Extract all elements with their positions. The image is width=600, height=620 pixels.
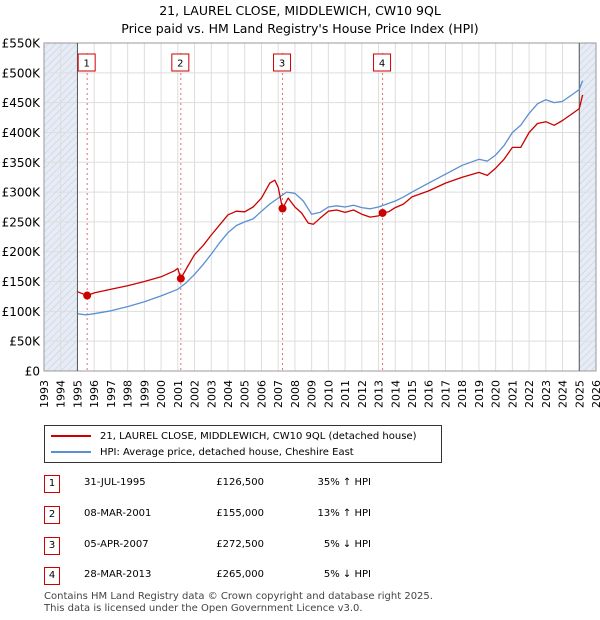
y-tick-label: £50K	[9, 335, 41, 349]
sale-point	[378, 208, 387, 217]
transaction-hpi: 5% ↓ HPI	[323, 569, 371, 580]
x-tick-label: 1999	[138, 380, 151, 408]
transaction-badge: 2	[44, 506, 60, 524]
x-tick-label: 2008	[289, 380, 302, 408]
transaction-hpi: 5% ↓ HPI	[323, 539, 371, 550]
marker-label: 4	[379, 59, 385, 70]
marker-box	[77, 53, 96, 72]
sale-point	[278, 204, 287, 213]
x-tick-label: 2013	[373, 380, 386, 408]
x-tick-label: 2006	[255, 380, 268, 408]
y-tick-label: £350K	[2, 156, 42, 170]
transaction-row: 3 05-APR-2007 £272,500 5% ↓ HPI	[44, 537, 564, 555]
x-tick-label: 2011	[339, 380, 352, 408]
y-tick-label: £200K	[2, 245, 42, 259]
transaction-badge: 3	[44, 537, 60, 555]
y-tick-label: £450K	[2, 96, 42, 110]
marker-box	[373, 53, 392, 72]
x-tick-label: 2007	[272, 380, 285, 408]
transaction-price: £265,000	[216, 569, 264, 580]
transaction-badge: 1	[44, 475, 60, 493]
y-tick-label: £150K	[2, 275, 42, 289]
x-tick-label: 2020	[490, 380, 503, 408]
marker-label: 1	[83, 59, 89, 70]
x-tick-label: 1994	[55, 380, 68, 408]
chart-title: 21, LAUREL CLOSE, MIDDLEWICH, CW10 9QL	[159, 3, 441, 18]
price-chart: 1 2 3 4 £0 £50K £100K £150K £200K £250K £300K £350K…	[2, 37, 600, 409]
x-tick-label: 1996	[88, 380, 101, 408]
x-tick-label: 2009	[306, 380, 319, 408]
chart-legend: 21, LAUREL CLOSE, MIDDLEWICH, CW10 9QL (…	[44, 425, 442, 463]
transaction-hpi: 13% ↑ HPI	[317, 508, 371, 519]
property-price-line	[77, 94, 584, 297]
x-tick-label: 2019	[473, 380, 486, 408]
marker-label: 2	[177, 59, 183, 70]
x-tick-label: 1998	[122, 380, 135, 408]
y-tick-label: £100K	[2, 305, 42, 319]
sale-point	[176, 274, 185, 283]
footer-copyright: Contains HM Land Registry data © Crown c…	[44, 591, 433, 602]
x-tick-label: 2016	[423, 380, 436, 408]
y-tick-label: £500K	[2, 66, 42, 80]
y-tick-label: £300K	[2, 186, 42, 200]
x-tick-label: 2023	[540, 380, 553, 408]
transaction-price: £126,500	[216, 477, 264, 488]
legend-swatch-property	[51, 435, 91, 437]
transaction-date: 28-MAR-2013	[84, 569, 152, 580]
legend-item-hpi: HPI: Average price, detached house, Ches…	[51, 444, 354, 460]
x-tick-label: 2015	[406, 380, 419, 408]
x-tick-label: 2001	[172, 380, 185, 408]
x-tick-label: 2024	[557, 380, 570, 408]
legend-label-hpi: HPI: Average price, detached house, Ches…	[100, 446, 354, 458]
transaction-hpi: 35% ↑ HPI	[317, 477, 371, 488]
plot-border	[43, 42, 597, 372]
x-tick-label: 1995	[71, 380, 84, 408]
y-tick-label: £0	[25, 365, 40, 379]
x-tick-label: 2000	[155, 380, 168, 408]
x-tick-label: 2017	[439, 380, 452, 408]
x-tick-label: 2018	[456, 380, 469, 408]
legend-swatch-hpi	[51, 451, 91, 453]
transaction-badge: 4	[44, 567, 60, 585]
x-tick-label: 2022	[523, 380, 536, 408]
y-tick-label: £550K	[2, 37, 42, 51]
x-tick-label: 2014	[389, 380, 402, 408]
x-tick-label: 2026	[590, 380, 600, 408]
x-tick-label: 2012	[356, 380, 369, 408]
footer-license: This data is licensed under the Open Gov…	[44, 603, 363, 614]
marker-box	[273, 53, 292, 72]
y-tick-label: £400K	[2, 126, 42, 140]
legend-item-property: 21, LAUREL CLOSE, MIDDLEWICH, CW10 9QL (…	[51, 428, 417, 444]
x-tick-label: 2025	[573, 380, 586, 408]
transaction-row: 4 28-MAR-2013 £265,000 5% ↓ HPI	[44, 567, 564, 585]
hatched-region	[579, 43, 596, 371]
marker-label: 3	[279, 59, 285, 70]
transaction-price: £272,500	[216, 539, 264, 550]
x-tick-label: 2021	[506, 380, 519, 408]
chart-subtitle: Price paid vs. HM Land Registry's House …	[121, 21, 479, 36]
transaction-date: 05-APR-2007	[84, 539, 149, 550]
transaction-row: 1 31-JUL-1995 £126,500 35% ↑ HPI	[44, 475, 564, 493]
transaction-date: 08-MAR-2001	[84, 508, 152, 519]
x-tick-label: 1997	[105, 380, 118, 408]
y-tick-label: £250K	[2, 215, 42, 229]
x-tick-label: 2010	[322, 380, 335, 408]
x-tick-label: 2003	[205, 380, 218, 408]
transaction-price: £155,000	[216, 508, 264, 519]
x-tick-label: 2004	[222, 380, 235, 408]
sale-point	[83, 291, 92, 300]
transaction-date: 31-JUL-1995	[84, 477, 146, 488]
hpi-line	[77, 80, 584, 316]
x-tick-label: 1993	[38, 380, 51, 408]
marker-box	[171, 53, 190, 72]
legend-label-property: 21, LAUREL CLOSE, MIDDLEWICH, CW10 9QL (…	[100, 430, 417, 442]
transaction-row: 2 08-MAR-2001 £155,000 13% ↑ HPI	[44, 506, 564, 524]
x-tick-label: 2005	[239, 380, 252, 408]
x-tick-label: 2002	[189, 380, 202, 408]
